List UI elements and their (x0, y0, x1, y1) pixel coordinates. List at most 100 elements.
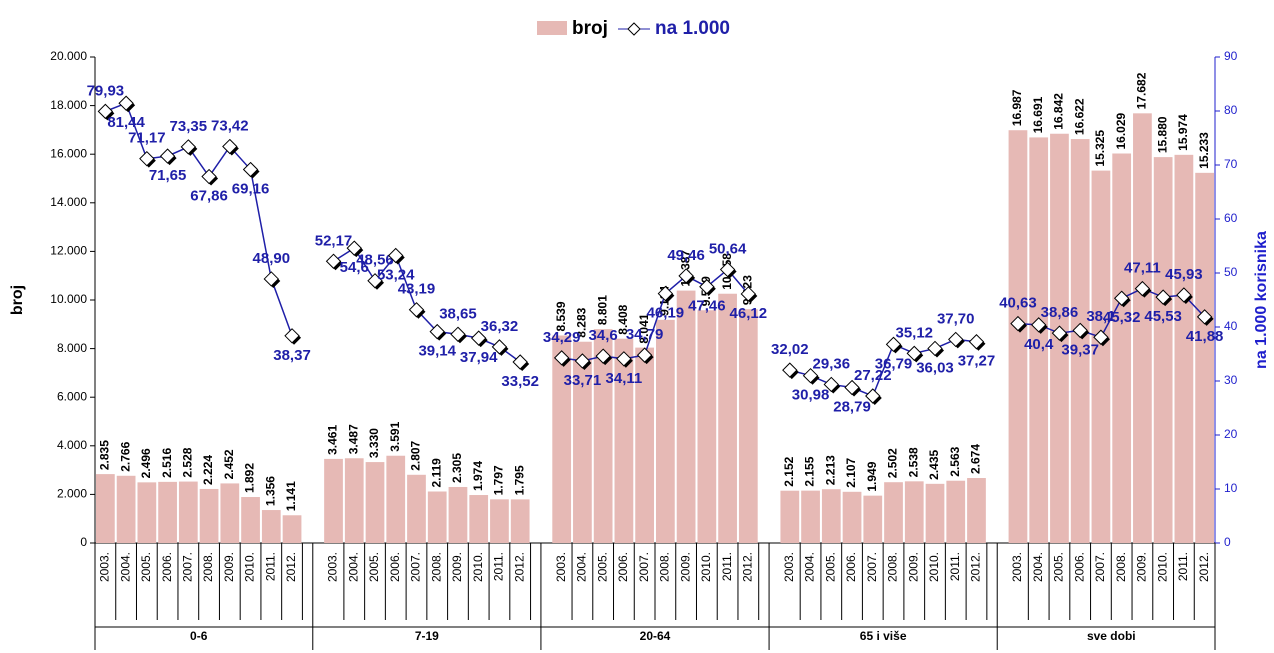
y-tick-label: 18.000 (50, 98, 87, 112)
line-marker (782, 362, 798, 378)
line-marker (284, 328, 300, 344)
line-value-label: 73,42 (211, 118, 249, 135)
bar-value-label: 16.691 (1031, 96, 1045, 133)
x-tick-label: 2003. (1010, 552, 1024, 582)
line-marker (512, 354, 528, 370)
bar-value-label: 2.528 (181, 447, 195, 477)
y-tick-label: 4.000 (57, 438, 87, 452)
line-value-label: 39,14 (418, 343, 456, 360)
legend-marker (627, 22, 641, 36)
bar (1029, 137, 1049, 544)
line-value-label: 37,70 (937, 310, 975, 327)
bar (490, 499, 509, 543)
line-marker (699, 279, 715, 295)
bar (738, 309, 758, 543)
x-tick-label: 2003. (782, 552, 796, 582)
x-tick-label: 2003. (98, 552, 112, 582)
line-marker (118, 95, 134, 111)
bar-value-label: 2.538 (906, 447, 920, 477)
line-value-label: 40,4 (1024, 336, 1054, 353)
bar (842, 491, 862, 543)
bar-value-label: 1.141 (284, 481, 298, 511)
bar-value-label: 2.224 (201, 455, 215, 485)
line-value-label: 49,46 (667, 247, 705, 264)
bar-value-label: 3.591 (388, 421, 402, 451)
line-marker (201, 168, 217, 185)
line-value-label: 69,16 (232, 181, 270, 198)
line-value-label: 46,12 (730, 305, 768, 322)
bar (656, 319, 675, 543)
bar-value-label: 2.674 (969, 444, 983, 474)
y2-tick-label: 0 (1224, 535, 1231, 549)
line-marker (553, 350, 570, 366)
line-marker (823, 376, 840, 393)
line-value-label: 37,94 (460, 349, 498, 366)
bar-value-label: 2.496 (139, 448, 153, 478)
line-marker (470, 330, 487, 346)
group-label: sve dobi (1087, 629, 1136, 643)
line-value-label: 67,86 (190, 188, 228, 205)
bar-value-label: 1.795 (512, 465, 526, 495)
line-marker (1113, 290, 1130, 306)
line-value-label: 71,65 (149, 167, 187, 184)
x-tick-label: 2009. (1135, 552, 1149, 582)
y-tick-label: 0 (80, 535, 87, 549)
bar (324, 458, 343, 543)
bar-value-label: 16.029 (1114, 112, 1128, 149)
bar (344, 458, 364, 543)
bar (178, 481, 198, 543)
line-marker (1072, 322, 1088, 339)
line-value-label: 45,32 (1103, 309, 1141, 326)
bar-value-label: 2.452 (222, 449, 236, 479)
bar (1153, 157, 1173, 543)
line-value-label: 28,79 (833, 399, 871, 416)
legend-label: na 1.000 (655, 18, 730, 39)
line-marker (97, 103, 114, 120)
x-tick-label: 2011. (720, 552, 734, 581)
x-tick-label: 2004. (803, 552, 817, 582)
line-value-label: 36,03 (916, 359, 954, 376)
bar (593, 329, 613, 543)
line-marker (1134, 280, 1151, 297)
bar-value-label: 15.880 (1155, 116, 1169, 153)
line-value-label: 40,63 (999, 295, 1037, 312)
bar-value-label: 15.325 (1093, 130, 1107, 167)
line-value-label: 47,11 (1124, 260, 1161, 277)
line-marker (1030, 317, 1047, 333)
bar (469, 495, 489, 543)
line-value-label: 29,36 (813, 355, 851, 372)
line-value-label: 45,93 (1165, 266, 1203, 283)
line-marker (616, 351, 632, 367)
line-marker (450, 326, 466, 342)
line-marker (740, 286, 757, 302)
y2-tick-label: 70 (1224, 157, 1238, 171)
bar-value-label: 2.563 (948, 446, 962, 476)
bar-value-label: 2.107 (844, 457, 858, 487)
line-marker (408, 302, 425, 318)
x-tick-label: 2004. (118, 552, 132, 582)
line-value-label: 48,56 (356, 252, 394, 269)
y2-tick-label: 50 (1224, 265, 1238, 279)
x-tick-label: 2008. (1114, 552, 1128, 582)
line-marker (139, 150, 155, 167)
line-marker (678, 268, 694, 284)
line-marker (906, 345, 922, 362)
x-tick-label: 2012. (512, 552, 526, 582)
bar-value-label: 17.682 (1135, 72, 1149, 109)
line-value-label: 33,52 (501, 373, 539, 390)
line-marker (1176, 287, 1192, 303)
y2-axis-title: na 1.000 korisnika (1253, 231, 1270, 369)
line-value-label: 47,46 (688, 298, 726, 315)
bar-value-label: 1.892 (243, 463, 257, 493)
bar (904, 481, 924, 543)
bar (1070, 139, 1090, 544)
x-tick-label: 2012. (969, 552, 983, 582)
line-value-label: 34,11 (606, 370, 643, 387)
bar (261, 510, 281, 543)
x-tick-label: 2012. (1197, 552, 1211, 582)
x-tick-label: 2010. (699, 552, 713, 582)
x-tick-label: 2008. (429, 552, 443, 582)
line-value-label: 71,17 (128, 130, 166, 147)
bar-value-label: 16.622 (1072, 98, 1086, 135)
line-marker (636, 347, 653, 363)
